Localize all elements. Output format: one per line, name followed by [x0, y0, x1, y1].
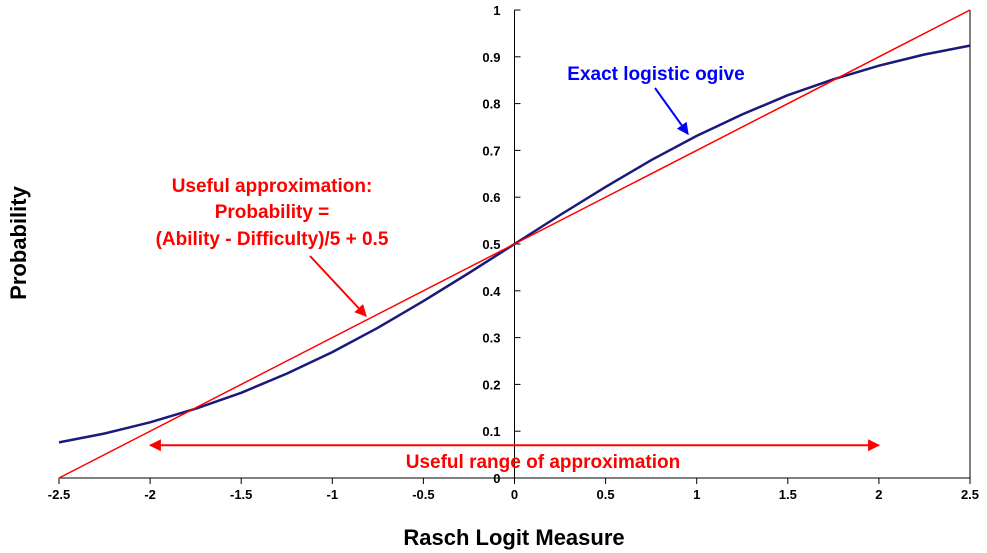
x-tick-label: 0.5 [597, 487, 615, 502]
approximation-label-line3: (Ability - Difficulty)/5 + 0.5 [156, 229, 389, 250]
y-tick-label: 0.9 [482, 50, 500, 65]
x-tick-label: -0.5 [412, 487, 434, 502]
ogive-pointer-arrow [654, 87, 689, 135]
series-line-approximation [58, 9, 971, 479]
y-tick-label: 0.7 [482, 143, 500, 158]
x-tick-label: 2 [875, 487, 882, 502]
range-label: Useful range of approximation [406, 452, 680, 473]
tick-marks: -2.5 -2 -1.5 -1 -0.5 0 0.5 1 1.5 2 2.5 0 0.1 0.2 0.3 0.… [48, 3, 979, 502]
ogive-label: Exact logistic ogive [567, 64, 744, 85]
x-tick-label: -1 [327, 487, 339, 502]
y-axis-title: Probability [6, 185, 31, 299]
y-tick-label: 0.1 [482, 424, 500, 439]
arrows-layer [148, 87, 881, 452]
approximation-label-line1: Useful approximation: [172, 176, 373, 197]
y-tick-label: 0.6 [482, 190, 500, 205]
x-tick-label: 1.5 [779, 487, 797, 502]
y-tick-label: 1 [493, 3, 500, 18]
y-tick-label: 0.2 [482, 377, 500, 392]
y-tick-label: 0 [493, 471, 500, 486]
x-tick-label: 1 [693, 487, 700, 502]
series-layer [58, 9, 971, 479]
x-tick-label: 2.5 [961, 487, 979, 502]
y-tick-label: 0.3 [482, 331, 500, 346]
y-tick-label: 0.8 [482, 97, 500, 112]
approximation-label-line2: Probability = [215, 202, 330, 223]
y-tick-label: 0.4 [482, 284, 501, 299]
x-tick-label: -1.5 [230, 487, 252, 502]
y-tick-label: 0.5 [482, 237, 500, 252]
x-tick-label: 0 [511, 487, 518, 502]
approximation-pointer-arrow [309, 255, 367, 317]
x-axis-title: Rasch Logit Measure [403, 525, 624, 550]
x-tick-label: -2.5 [48, 487, 70, 502]
x-tick-label: -2 [144, 487, 156, 502]
